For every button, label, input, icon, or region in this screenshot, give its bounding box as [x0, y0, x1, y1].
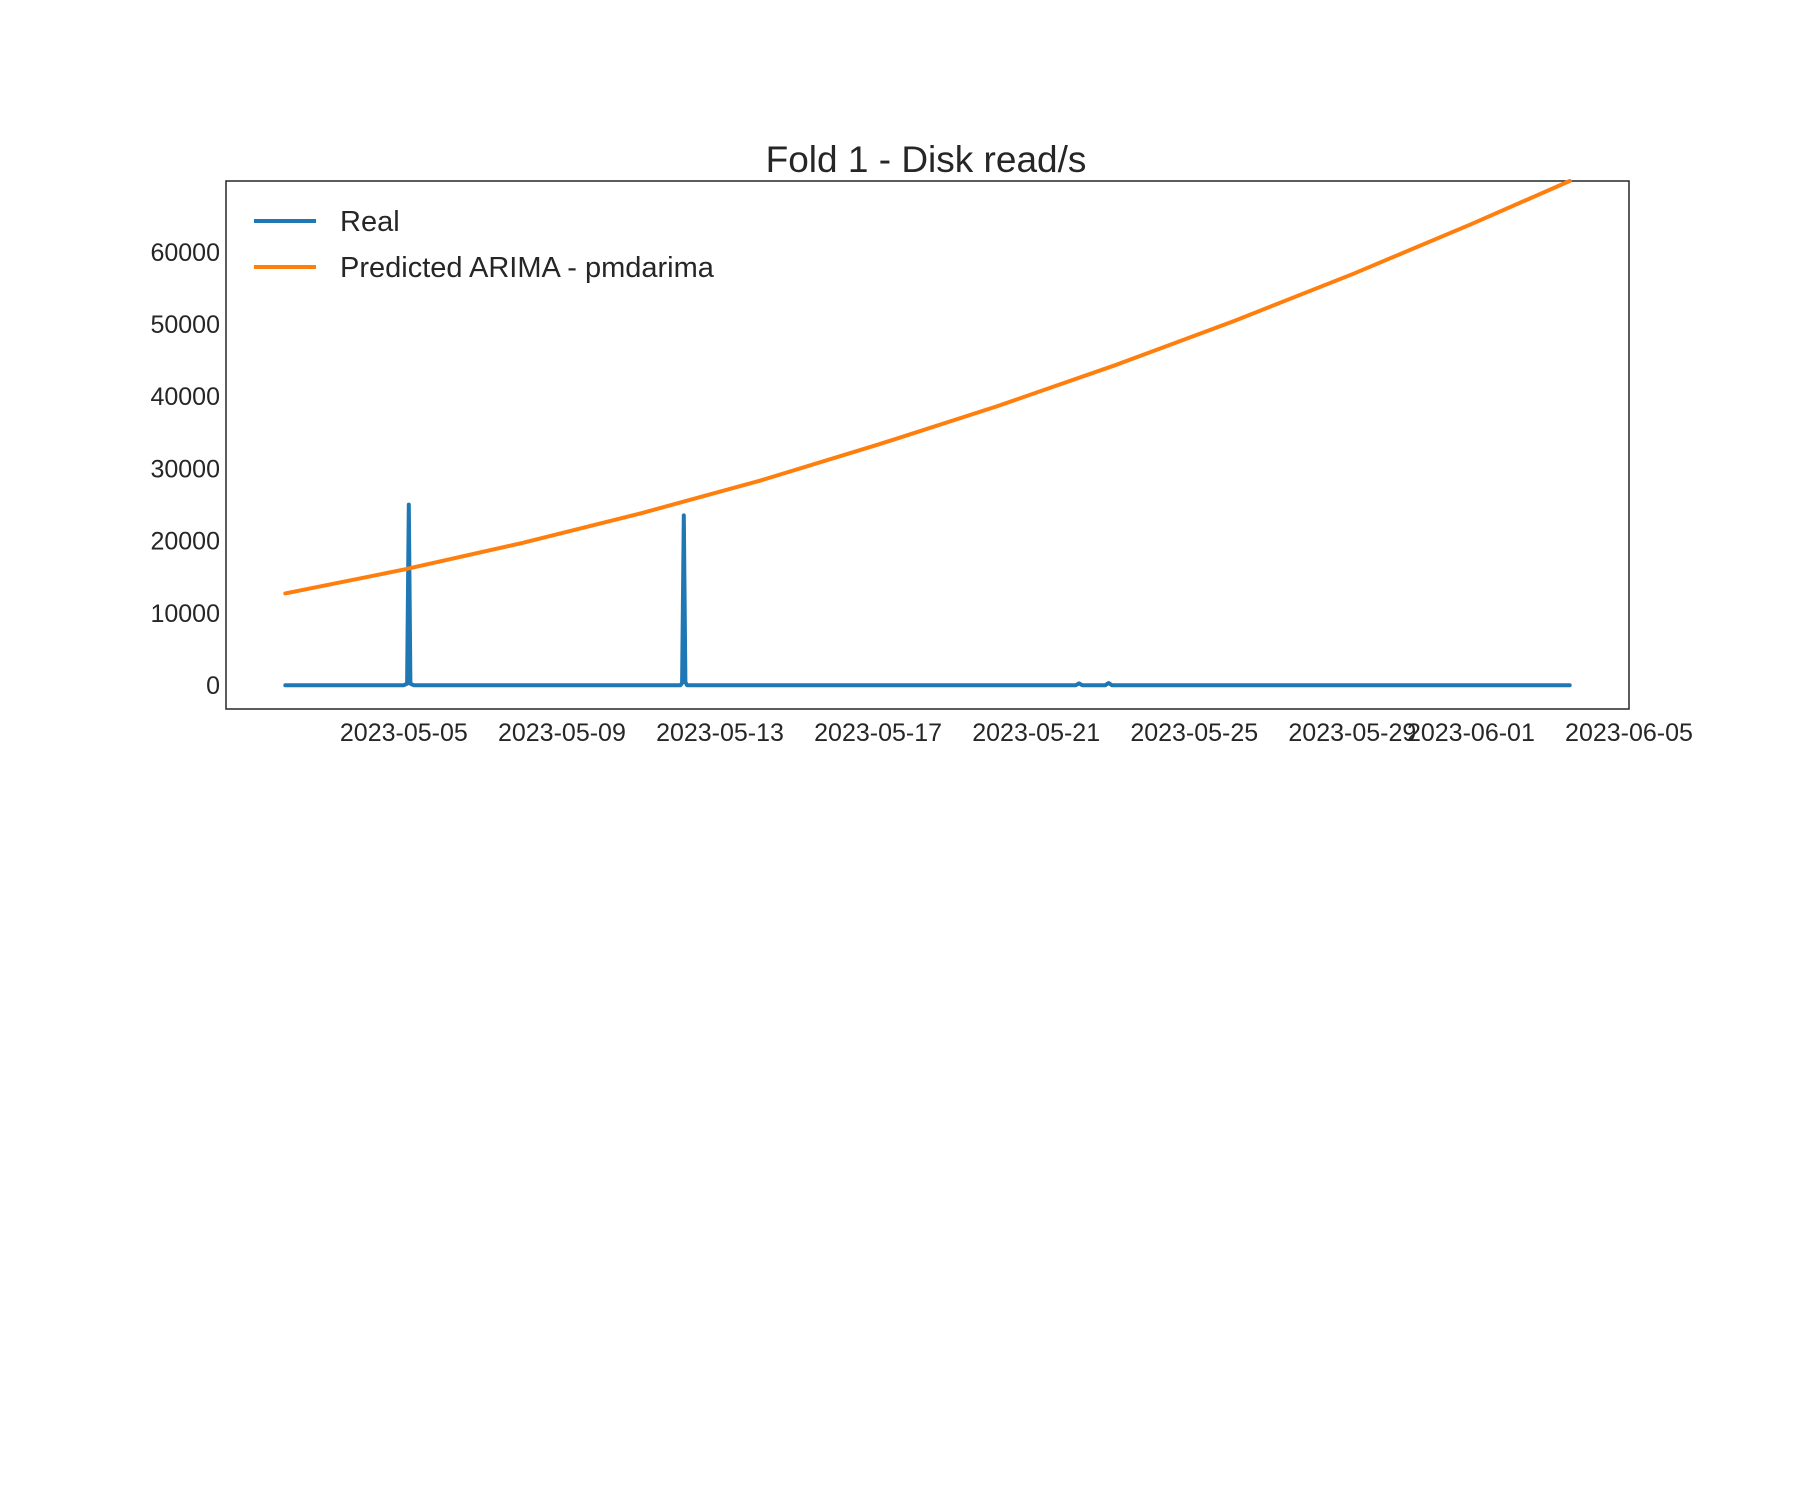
legend: Real Predicted ARIMA - pmdarima: [254, 206, 715, 284]
x-tick-label: 2023-06-01: [1407, 719, 1535, 747]
series-layer: [283, 179, 1572, 688]
series-line-real: [283, 502, 1572, 688]
y-axis-tick-labels: 0 10000 20000 30000 40000 50000 60000: [150, 239, 220, 700]
x-tick-label: 2023-05-09: [498, 719, 626, 747]
y-tick-label: 10000: [150, 600, 220, 628]
x-tick-label: 2023-06-05: [1565, 719, 1693, 747]
y-tick-label: 30000: [150, 455, 220, 483]
x-tick-label: 2023-05-13: [656, 719, 784, 747]
plot-area: [225, 180, 1630, 710]
y-tick-label: 20000: [150, 528, 220, 556]
series-line-predicted: [283, 179, 1572, 596]
y-tick-label: 50000: [150, 311, 220, 339]
x-axis-tick-labels: 2023-05-05 2023-05-09 2023-05-13 2023-05-17…: [340, 719, 1693, 747]
x-tick-label: 2023-05-29: [1288, 719, 1416, 747]
legend-label: Real: [340, 206, 400, 238]
y-tick-label: 60000: [150, 239, 220, 267]
chart-title: Fold 1 - Disk read/s: [766, 139, 1087, 180]
legend-label: Predicted ARIMA - pmdarima: [340, 252, 715, 284]
x-tick-label: 2023-05-05: [340, 719, 468, 747]
x-tick-label: 2023-05-25: [1130, 719, 1258, 747]
x-tick-label: 2023-05-17: [814, 719, 942, 747]
x-tick-label: 2023-05-21: [972, 719, 1100, 747]
y-tick-label: 0: [206, 672, 220, 700]
y-tick-label: 40000: [150, 383, 220, 411]
